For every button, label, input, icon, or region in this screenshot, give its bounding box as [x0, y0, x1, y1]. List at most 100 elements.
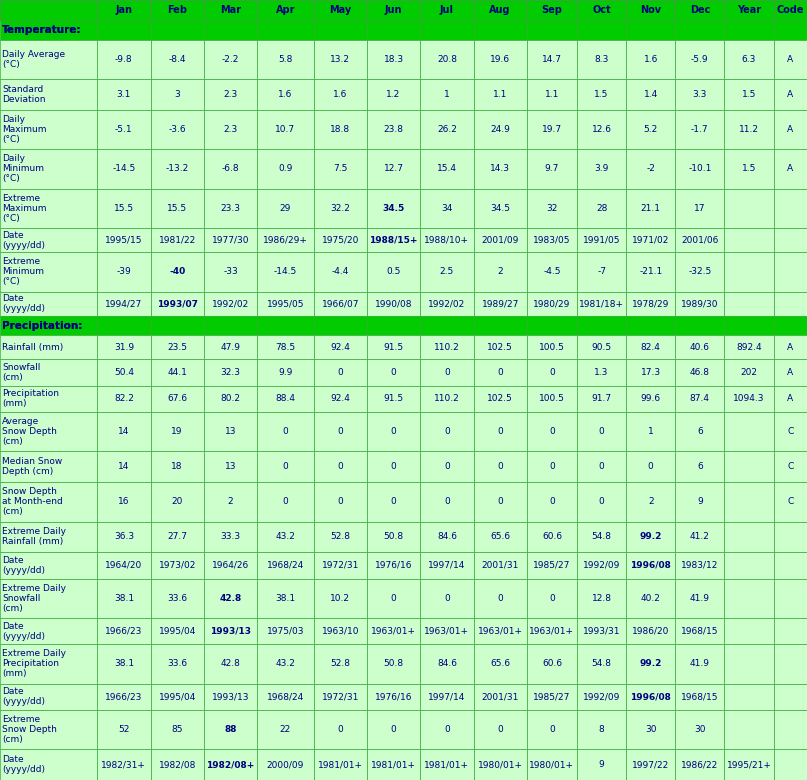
Text: 40.2: 40.2: [641, 594, 661, 603]
Text: Precipitation
(mm): Precipitation (mm): [2, 389, 59, 409]
Text: -40: -40: [169, 268, 186, 276]
Bar: [97, 522, 151, 552]
Text: Rainfall (mm): Rainfall (mm): [2, 343, 63, 352]
Bar: [97, 644, 151, 683]
Bar: [527, 618, 577, 644]
Bar: [97, 40, 151, 79]
Bar: [420, 710, 474, 750]
Bar: [0, 189, 97, 228]
Bar: [675, 683, 725, 710]
Text: Daily Average
(°C): Daily Average (°C): [2, 50, 65, 69]
Bar: [257, 20, 314, 40]
Text: 2.3: 2.3: [224, 90, 237, 99]
Bar: [97, 20, 151, 40]
Bar: [420, 386, 474, 412]
Text: Precipitation:: Precipitation:: [2, 321, 82, 331]
Bar: [577, 79, 626, 110]
Bar: [774, 482, 807, 522]
Text: 1966/23: 1966/23: [105, 693, 143, 701]
Text: 1966/23: 1966/23: [105, 626, 143, 636]
Bar: [675, 20, 725, 40]
Bar: [626, 0, 675, 20]
Text: 1990/08: 1990/08: [374, 300, 412, 308]
Text: 100.5: 100.5: [539, 343, 565, 352]
Text: 1981/18+: 1981/18+: [579, 300, 624, 308]
Text: 1094.3: 1094.3: [734, 395, 765, 403]
Bar: [257, 189, 314, 228]
Bar: [474, 452, 527, 482]
Text: 1978/29: 1978/29: [632, 300, 670, 308]
Text: 30: 30: [694, 725, 705, 734]
Text: Average
Snow Depth
(cm): Average Snow Depth (cm): [2, 417, 56, 446]
Bar: [0, 750, 97, 780]
Bar: [0, 110, 97, 149]
Text: 91.5: 91.5: [383, 343, 404, 352]
Text: 32.3: 32.3: [220, 368, 240, 377]
Bar: [474, 335, 527, 360]
Text: 1973/02: 1973/02: [158, 561, 196, 570]
Bar: [675, 522, 725, 552]
Bar: [257, 252, 314, 292]
Bar: [367, 0, 420, 20]
Bar: [151, 618, 204, 644]
Bar: [626, 522, 675, 552]
Bar: [367, 750, 420, 780]
Bar: [675, 644, 725, 683]
Text: Code: Code: [776, 5, 804, 15]
Text: 1.1: 1.1: [493, 90, 508, 99]
Bar: [527, 710, 577, 750]
Text: 0: 0: [337, 498, 343, 506]
Bar: [626, 228, 675, 252]
Text: 1964/26: 1964/26: [212, 561, 249, 570]
Text: 0: 0: [337, 463, 343, 471]
Text: Extreme Daily
Rainfall (mm): Extreme Daily Rainfall (mm): [2, 527, 66, 547]
Text: Mar: Mar: [220, 5, 241, 15]
Text: 1976/16: 1976/16: [374, 561, 412, 570]
Bar: [774, 316, 807, 335]
Bar: [626, 579, 675, 618]
Bar: [420, 482, 474, 522]
Text: 1976/16: 1976/16: [374, 693, 412, 701]
Text: 2001/31: 2001/31: [482, 693, 519, 701]
Text: 50.4: 50.4: [114, 368, 134, 377]
Bar: [675, 189, 725, 228]
Text: -6.8: -6.8: [222, 165, 240, 173]
Bar: [725, 579, 774, 618]
Text: 54.8: 54.8: [592, 659, 612, 668]
Bar: [0, 522, 97, 552]
Bar: [577, 522, 626, 552]
Bar: [626, 452, 675, 482]
Bar: [577, 552, 626, 579]
Bar: [367, 360, 420, 386]
Text: 1.3: 1.3: [595, 368, 608, 377]
Bar: [0, 552, 97, 579]
Text: Apr: Apr: [276, 5, 295, 15]
Text: Date
(yyyy/dd): Date (yyyy/dd): [2, 556, 45, 575]
Bar: [151, 20, 204, 40]
Text: 41.9: 41.9: [690, 659, 710, 668]
Text: 0: 0: [549, 594, 555, 603]
Text: 2: 2: [228, 498, 233, 506]
Text: 88: 88: [224, 725, 236, 734]
Bar: [97, 412, 151, 452]
Bar: [151, 710, 204, 750]
Text: 7.5: 7.5: [333, 165, 348, 173]
Bar: [151, 40, 204, 79]
Text: 52.8: 52.8: [330, 659, 350, 668]
Text: A: A: [787, 395, 793, 403]
Bar: [675, 386, 725, 412]
Text: 1980/01+: 1980/01+: [529, 760, 575, 769]
Bar: [257, 522, 314, 552]
Bar: [151, 149, 204, 189]
Bar: [314, 710, 367, 750]
Text: 34: 34: [441, 204, 453, 213]
Bar: [204, 750, 257, 780]
Bar: [97, 335, 151, 360]
Bar: [0, 386, 97, 412]
Text: 1.5: 1.5: [595, 90, 608, 99]
Bar: [257, 149, 314, 189]
Bar: [577, 252, 626, 292]
Bar: [774, 79, 807, 110]
Bar: [204, 20, 257, 40]
Bar: [204, 228, 257, 252]
